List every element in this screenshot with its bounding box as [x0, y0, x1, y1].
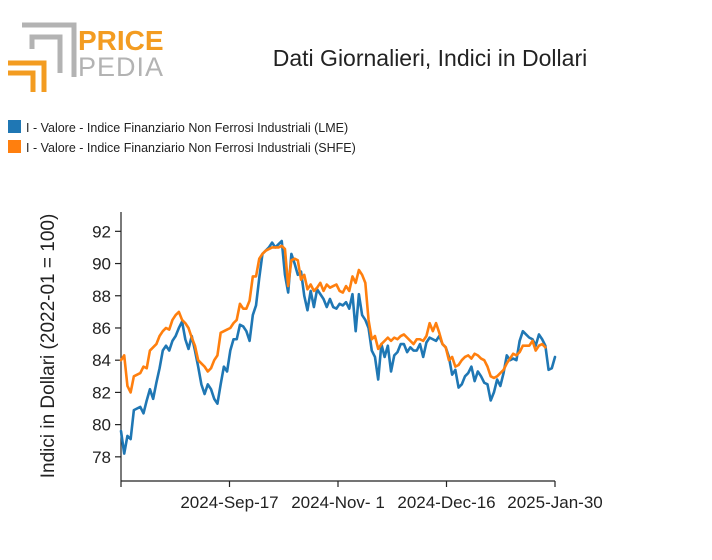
y-tick-label: 88 [92, 287, 111, 306]
legend-swatch-shfe [8, 140, 21, 153]
legend-swatch-lme [8, 120, 21, 133]
x-tick-label: 2024-Nov- 1 [291, 493, 385, 512]
x-tick-label: 2024-Sep-17 [180, 493, 278, 512]
logo-mark-gray [22, 22, 77, 77]
y-tick-label: 84 [92, 351, 111, 370]
y-tick-label: 80 [92, 416, 111, 435]
axes: 78 80 82 84 86 88 90 92 2024-Sep-17 2024-Nov- 1 20… [92, 212, 603, 512]
y-axis-label: Indici in Dollari (2022-01 = 100) [38, 214, 59, 479]
logo-mark-orange-inner [8, 70, 36, 92]
legend-label-shfe: I - Valore - Indice Finanziario Non Ferr… [26, 141, 356, 155]
y-tick-label: 78 [92, 448, 111, 467]
y-tick-label: 82 [92, 383, 111, 402]
x-tick-label: 2024-Dec-16 [397, 493, 495, 512]
pricepedia-logo: PRICE PEDIA [8, 22, 164, 92]
x-tick-label: 2025-Jan-30 [507, 493, 602, 512]
logo-text-price: PRICE [78, 25, 164, 56]
y-tick-label: 90 [92, 255, 111, 274]
logo-text-pedia: PEDIA [78, 52, 164, 82]
y-tick-label: 92 [92, 222, 111, 241]
logo-mark-orange [8, 60, 47, 92]
series-lines [119, 239, 557, 455]
legend: I - Valore - Indice Finanziario Non Ferr… [8, 120, 356, 155]
series-line-shfe [119, 244, 547, 394]
chart-title: Dati Giornalieri, Indici in Dollari [273, 45, 587, 71]
logo-mark-gray-inner [29, 34, 63, 73]
legend-label-lme: I - Valore - Indice Finanziario Non Ferr… [26, 121, 348, 135]
y-tick-label: 86 [92, 319, 111, 338]
series-line-lme [119, 239, 557, 455]
